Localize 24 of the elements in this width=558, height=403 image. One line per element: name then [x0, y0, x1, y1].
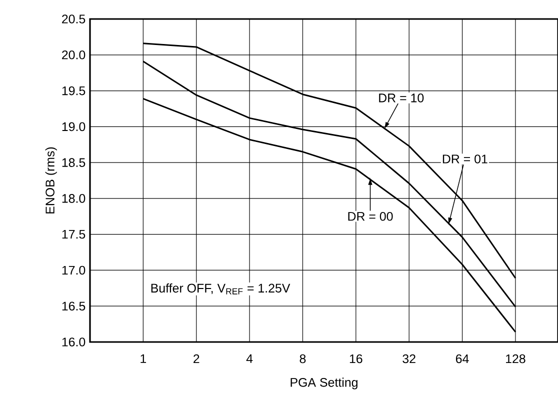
y-tick-label: 19.5 [62, 86, 86, 96]
y-tick-label: 16.0 [62, 338, 86, 346]
text: DR = 01 [442, 154, 488, 164]
y-axis-title: ENOB (rms) [45, 147, 57, 214]
x-tick-label: 64 [456, 354, 469, 364]
x-tick-label: 128 [506, 354, 526, 364]
series-label: DR = 00 [348, 212, 393, 221]
y-tick-label: 20.0 [62, 50, 86, 60]
x-tick-label: 4 [246, 354, 253, 363]
y-tick-label: 17.5 [62, 230, 86, 239]
annotation: Buffer OFF, V$_{REF}$ = 1.25V [151, 283, 290, 294]
x-tick-label: 8 [300, 354, 306, 364]
y-tick-label: 18.5 [62, 158, 86, 167]
y-tick-label: 20.5 [62, 14, 86, 24]
y-tick-label: 17.0 [62, 266, 86, 275]
x-tick-label: 2 [194, 354, 200, 364]
y-tick-label: 16.5 [62, 302, 86, 311]
x-tick-label: 1 [140, 354, 146, 363]
y-tick-label: 19.0 [62, 122, 86, 132]
x-tick-label: 16 [350, 354, 362, 364]
x-axis-title: PGA Setting [290, 378, 358, 390]
x-tick-label: 32 [402, 354, 416, 364]
y-tick-label: 18.0 [62, 194, 86, 203]
series-label: DR = 10 [379, 94, 424, 102]
